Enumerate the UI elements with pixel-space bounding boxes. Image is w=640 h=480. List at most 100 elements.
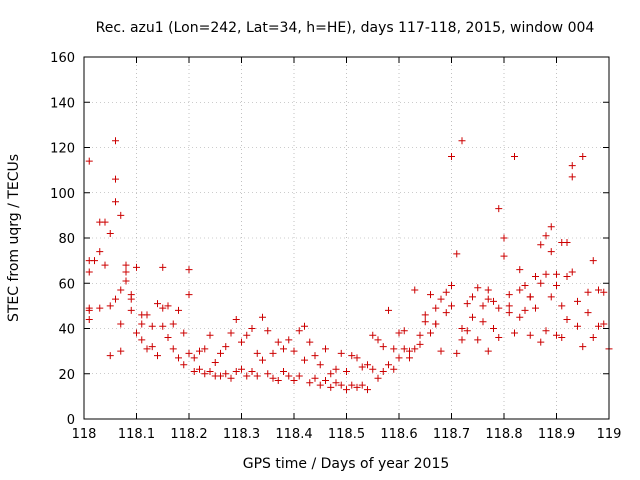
data-point [516,286,524,294]
data-point [458,336,466,344]
data-point [532,272,539,280]
data-point [553,270,560,278]
y-axis-label: STEC from uqrg / TECUs [6,154,22,322]
data-point [169,345,177,353]
data-point [385,361,392,369]
data-point [448,282,455,290]
data-point [547,223,555,231]
data-point [448,302,455,310]
x-axis-label: GPS time / Days of year 2015 [243,456,450,472]
data-point [490,297,497,305]
data-point [253,372,261,380]
data-point [327,383,335,391]
data-point [348,352,356,360]
data-point [474,336,482,344]
data-point [85,157,93,165]
data-point [337,381,345,389]
data-point [311,374,319,382]
data-point [542,270,550,278]
data-point [427,329,434,337]
data-point [96,304,104,312]
data-point [505,309,513,317]
data-point [353,354,361,362]
x-tick-label: 118.7 [433,427,470,442]
data-point [595,286,602,294]
data-point [526,293,534,301]
data-point [217,372,224,380]
data-point [568,268,576,276]
data-point [511,329,518,337]
data-point [85,315,93,323]
data-point [574,297,581,305]
data-point [411,286,419,294]
data-point [406,354,413,362]
data-point [222,343,230,351]
x-tick-label: 118.8 [485,427,522,442]
data-point [385,306,392,314]
data-point [421,311,429,319]
data-point [101,261,109,269]
data-point [159,263,167,271]
data-point [521,306,529,314]
data-point [553,282,560,290]
data-point [138,336,146,344]
y-tick-label: 40 [58,323,75,338]
data-point [106,229,114,237]
data-point [169,320,177,328]
data-point [117,320,125,328]
data-point [159,322,167,330]
data-point [112,137,119,145]
data-point [332,379,340,387]
data-point [374,336,382,344]
data-point [201,345,209,353]
data-point [264,370,272,378]
chart-title: Rec. azu1 (Lon=242, Lat=34, h=HE), days … [96,20,595,36]
data-point [117,286,125,294]
data-point [411,345,419,353]
data-point [106,352,114,360]
data-point [358,381,366,389]
data-point [563,315,571,323]
data-point [516,313,524,321]
data-point [416,340,424,348]
data-point [516,266,524,274]
x-tick-label: 118 [72,427,97,442]
data-point [232,367,240,375]
data-point [96,248,104,256]
data-point [579,343,587,351]
data-point [180,361,188,369]
data-point [453,349,461,357]
data-point [589,257,597,265]
data-point [185,266,193,274]
data-point [469,313,476,321]
data-point [306,379,314,387]
data-point [574,322,581,330]
data-point [469,293,476,301]
plot-frame [83,56,610,420]
data-point [295,327,303,335]
data-point [442,288,450,296]
data-point [201,370,209,378]
data-point [364,386,371,394]
data-point [217,349,224,357]
data-point [537,279,545,287]
data-points [85,137,613,394]
data-point [274,338,282,346]
data-point [122,268,130,276]
data-point [164,334,172,342]
data-point [180,329,188,337]
data-point [537,241,545,249]
data-point [416,331,424,339]
data-point [484,347,492,355]
data-point [505,302,513,310]
data-point [238,365,245,373]
data-point [280,367,287,375]
data-point [322,345,329,353]
data-point [190,354,198,362]
data-point [175,306,182,314]
data-point [253,349,261,357]
data-point [374,374,382,382]
data-point [537,338,545,346]
data-point [206,331,214,339]
data-point [206,367,214,375]
